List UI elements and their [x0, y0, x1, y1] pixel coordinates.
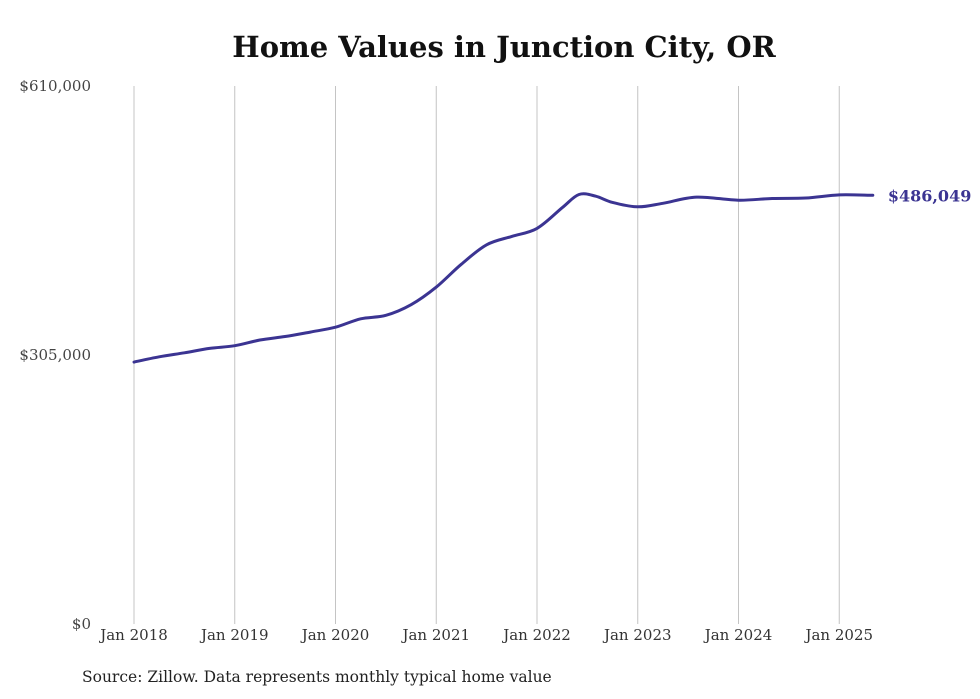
end-value-label: $486,049 — [888, 186, 972, 205]
x-tick-label: Jan 2022 — [501, 626, 571, 644]
x-tick-label: Jan 2023 — [602, 626, 672, 644]
y-axis-ticks: $0 $305,000 $610,000 — [19, 77, 91, 633]
x-tick-label: Jan 2021 — [400, 626, 470, 644]
grid-lines — [133, 86, 840, 624]
source-note: Source: Zillow. Data represents monthly … — [82, 668, 552, 686]
y-tick-label: $305,000 — [19, 346, 91, 364]
x-axis-ticks: Jan 2018 Jan 2019 Jan 2020 Jan 2021 Jan 2022… — [98, 626, 873, 644]
x-tick-label: Jan 2019 — [199, 626, 269, 644]
y-tick-label: $610,000 — [19, 77, 91, 95]
y-tick-label: $0 — [72, 615, 91, 633]
x-tick-label: Jan 2024 — [703, 626, 773, 644]
chart-title: Home Values in Junction City, OR — [232, 30, 776, 64]
x-tick-label: Jan 2025 — [803, 626, 873, 644]
home-value-line — [132, 192, 875, 364]
x-tick-label: Jan 2020 — [300, 626, 370, 644]
x-tick-label: Jan 2018 — [98, 626, 168, 644]
